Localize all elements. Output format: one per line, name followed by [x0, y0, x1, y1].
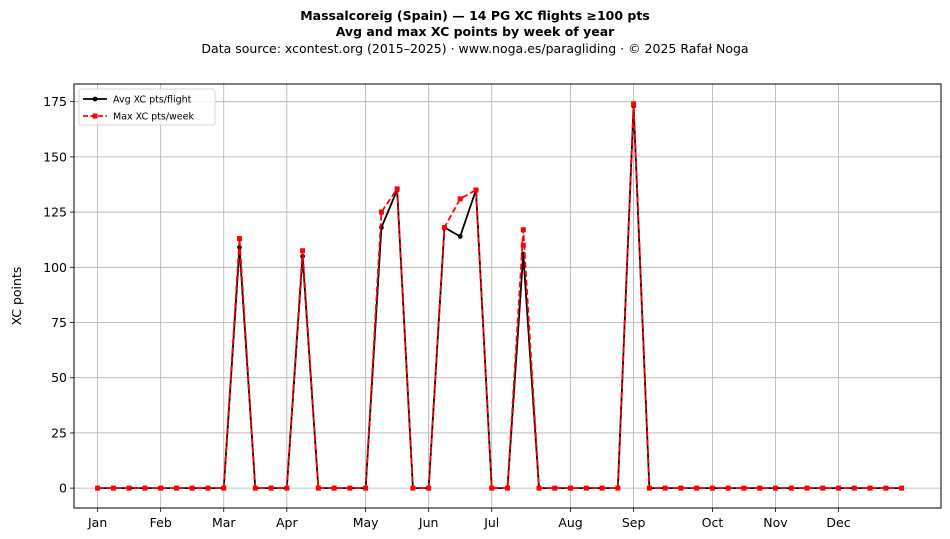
- data-point: [110, 485, 116, 491]
- legend-marker: [92, 113, 98, 119]
- data-point: [457, 196, 463, 202]
- data-point: [268, 485, 274, 491]
- data-point: [520, 227, 526, 233]
- data-point: [126, 485, 132, 491]
- data-point: [646, 485, 652, 491]
- data-point: [899, 485, 905, 491]
- data-point: [552, 485, 558, 491]
- y-tick-label: 125: [43, 205, 67, 220]
- y-tick-label: 175: [43, 94, 67, 109]
- data-point: [363, 485, 369, 491]
- y-tick-label: 150: [43, 149, 67, 164]
- data-point: [394, 186, 400, 192]
- data-point: [378, 209, 384, 215]
- x-tick-label: Apr: [276, 515, 298, 530]
- x-tick-label: Jan: [87, 515, 107, 530]
- data-point: [725, 485, 731, 491]
- data-point: [757, 485, 763, 491]
- series-1: [95, 101, 905, 491]
- data-point: [489, 485, 495, 491]
- data-point: [205, 485, 211, 491]
- data-point: [441, 225, 447, 231]
- y-tick-label: 75: [51, 315, 67, 330]
- y-tick-label: 0: [59, 481, 67, 496]
- data-point: [615, 485, 621, 491]
- data-point: [520, 242, 526, 248]
- grid-lines: [74, 84, 941, 508]
- data-point: [142, 485, 148, 491]
- x-tick-label: Jun: [418, 515, 439, 530]
- data-point: [300, 248, 306, 254]
- data-point: [473, 187, 479, 193]
- x-tick-label: Feb: [150, 515, 172, 530]
- x-tick-label: Mar: [212, 515, 236, 530]
- legend-box: [78, 88, 216, 126]
- y-tick-label: 50: [51, 370, 67, 385]
- legend-label: Max XC pts/week: [113, 112, 194, 123]
- x-tick-label: Oct: [702, 515, 724, 530]
- data-point: [709, 485, 715, 491]
- x-tick-label: Sep: [622, 515, 646, 530]
- series-line: [97, 102, 902, 490]
- chart-titles: Massalcoreig (Spain) — 14 PG XC flights …: [0, 8, 950, 57]
- legend-item-0: Avg XC pts/flight: [83, 95, 192, 106]
- series-line: [97, 105, 902, 490]
- data-point: [315, 485, 321, 491]
- data-point: [347, 485, 353, 491]
- data-point: [804, 485, 810, 491]
- plot-frame: [73, 83, 942, 509]
- data-point: [221, 485, 227, 491]
- data-point: [426, 485, 432, 491]
- x-tick-label: May: [353, 515, 379, 530]
- data-point: [95, 485, 101, 491]
- x-tick-label: Jul: [483, 515, 499, 530]
- data-point: [599, 485, 605, 491]
- data-point: [331, 485, 337, 491]
- data-point: [694, 485, 700, 491]
- y-tick-label: 25: [51, 425, 67, 440]
- data-point: [457, 233, 463, 239]
- x-tick-label: Nov: [763, 515, 788, 530]
- x-tick-label: Aug: [558, 515, 582, 530]
- legend: Avg XC pts/flight Max XC pts/week: [78, 88, 216, 126]
- chart-subtitle: Avg and max XC points by week of year: [335, 24, 615, 39]
- legend-marker: [92, 96, 98, 102]
- legend-item-1: Max XC pts/week: [83, 112, 194, 123]
- data-point: [568, 485, 574, 491]
- data-point: [505, 485, 510, 491]
- data-point: [662, 485, 668, 491]
- data-point: [867, 485, 873, 491]
- data-point: [583, 485, 589, 491]
- x-tick-label: Dec: [826, 515, 850, 530]
- chart-source-line: Data source: xcontest.org (2015–2025) · …: [201, 41, 749, 56]
- series-layer: [95, 101, 905, 491]
- y-axis-label: XC points: [9, 267, 24, 326]
- data-point: [788, 485, 794, 491]
- data-point: [836, 485, 842, 491]
- data-point: [631, 101, 637, 107]
- axes: 0 25 50 75 100 125 150 175 Jan Feb Mar Apr May Jun Jul…: [43, 94, 851, 530]
- data-point: [173, 485, 179, 491]
- y-tick-label: 100: [43, 260, 67, 275]
- chart-title: Massalcoreig (Spain) — 14 PG XC flights …: [300, 8, 650, 23]
- data-point: [851, 485, 857, 491]
- data-point: [536, 485, 542, 491]
- data-point: [741, 485, 747, 491]
- data-point: [883, 485, 889, 491]
- data-point: [678, 485, 684, 491]
- data-point: [158, 485, 164, 491]
- legend-label: Avg XC pts/flight: [113, 95, 192, 106]
- data-point: [237, 236, 243, 242]
- data-point: [772, 485, 778, 491]
- data-point: [284, 485, 290, 491]
- data-point: [252, 485, 258, 491]
- data-point: [189, 485, 195, 491]
- data-point: [820, 485, 826, 491]
- series-0: [95, 103, 904, 491]
- data-point: [410, 485, 416, 491]
